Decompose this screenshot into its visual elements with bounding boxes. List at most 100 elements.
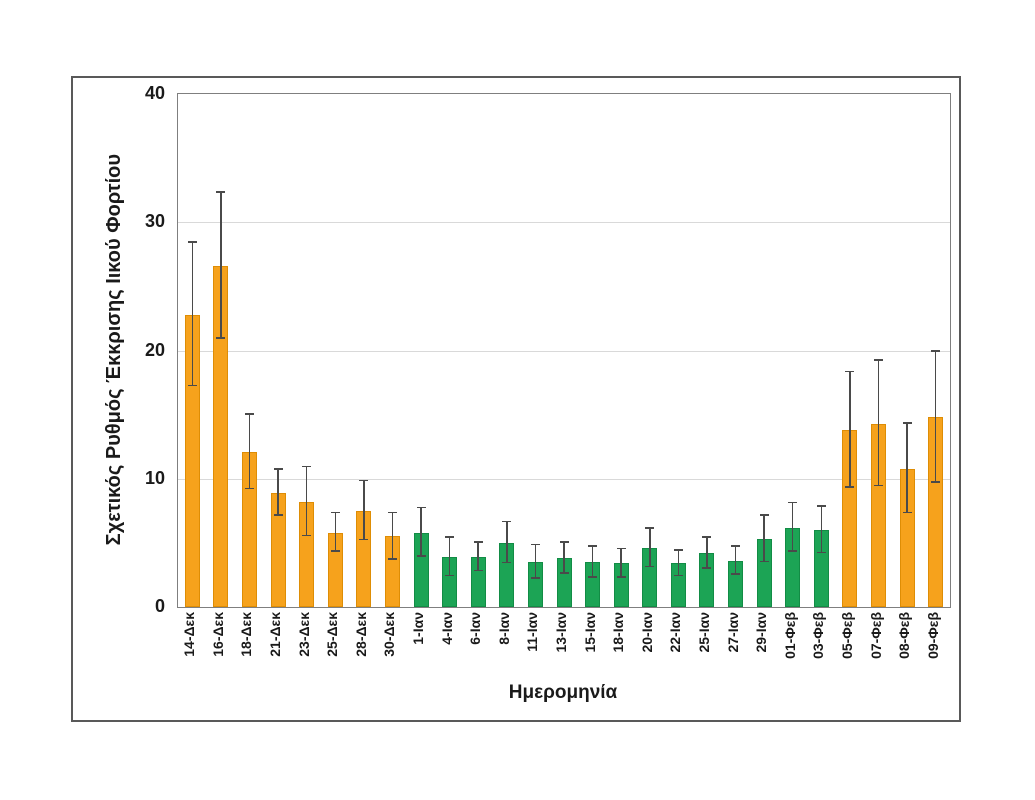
x-tick-label: 08-Φεβ — [896, 612, 913, 659]
x-tick-label: 29-Ιαν — [753, 612, 770, 653]
x-tick-label: 8-Ιαν — [495, 612, 512, 645]
error-bar-cap — [673, 549, 683, 551]
error-bar — [820, 506, 823, 554]
error-bar-cap — [330, 550, 340, 552]
x-tick-label: 1-Ιαν — [410, 612, 427, 645]
error-bar — [677, 550, 680, 577]
error-bar-cap — [302, 465, 312, 468]
x-tick-label: 21-Δεκ — [267, 612, 284, 657]
error-bar-cap — [845, 370, 855, 373]
error-bar — [763, 515, 765, 563]
plot-area — [177, 93, 951, 608]
error-bar — [877, 360, 880, 487]
gridline — [178, 222, 950, 224]
x-tick-label: 6-Ιαν — [467, 612, 484, 645]
x-tick-label: 09-Φεβ — [924, 612, 941, 659]
error-bar — [391, 513, 394, 560]
error-bar-cap — [244, 487, 254, 490]
error-bar-cap — [387, 558, 397, 560]
error-bar-cap — [502, 520, 512, 523]
error-bar-cap — [187, 241, 197, 243]
error-bar — [734, 546, 737, 575]
error-bar-cap — [816, 551, 826, 554]
error-bar — [477, 542, 479, 572]
x-tick-label: 23-Δεκ — [295, 612, 312, 657]
x-tick-label: 03-Φεβ — [810, 612, 827, 659]
error-bar — [934, 351, 937, 483]
x-tick-label: 16-Δεκ — [209, 612, 226, 657]
error-bar-cap — [216, 337, 226, 339]
error-bar — [791, 503, 794, 552]
error-bar-cap — [673, 574, 683, 577]
x-tick-label: 20-Ιαν — [638, 612, 655, 653]
error-bar-cap — [359, 479, 369, 482]
error-bar-cap — [302, 534, 312, 537]
error-bar-cap — [902, 511, 912, 514]
error-bar — [277, 469, 279, 516]
error-bar — [534, 545, 537, 579]
error-bar-cap — [588, 545, 598, 547]
error-bar-cap — [330, 511, 340, 514]
error-bar — [248, 414, 251, 490]
error-bar-cap — [616, 576, 626, 578]
error-bar-cap — [645, 527, 655, 529]
error-bar — [334, 513, 336, 552]
error-bar-cap — [588, 576, 598, 578]
error-bar-cap — [874, 359, 884, 361]
error-bar-cap — [788, 550, 798, 552]
error-bar-cap — [502, 561, 512, 564]
x-tick-label: 18-Ιαν — [610, 612, 627, 653]
x-tick-label: 05-Φεβ — [838, 612, 855, 659]
error-bar-cap — [702, 567, 712, 569]
error-bar-cap — [445, 574, 455, 577]
x-tick-label: 25-Δεκ — [324, 612, 341, 657]
error-bar-cap — [759, 560, 769, 563]
error-bar — [706, 537, 708, 569]
error-bar-cap — [816, 505, 826, 507]
error-bar — [849, 372, 851, 488]
error-bar-cap — [244, 413, 254, 415]
x-tick-label: 18-Δεκ — [238, 612, 255, 657]
x-tick-label: 28-Δεκ — [352, 612, 369, 657]
gridline — [178, 350, 950, 352]
x-tick-label: 4-Ιαν — [438, 612, 455, 645]
error-bar-cap — [616, 547, 626, 550]
y-tick-label: 0 — [154, 596, 165, 616]
error-bar-cap — [273, 514, 283, 516]
chart-figure: Σχετικός Ρυθμός Έκκρισης Ιικού Φορτίου 0… — [71, 76, 961, 722]
error-bar-cap — [731, 545, 741, 547]
x-tick-label: 11-Ιαν — [524, 612, 541, 652]
error-bar-cap — [416, 506, 426, 509]
error-bar — [563, 542, 565, 574]
error-bar-cap — [187, 384, 197, 387]
error-bar — [448, 537, 451, 577]
error-bar-cap — [931, 481, 941, 483]
gridline — [178, 478, 950, 480]
x-tick-label: 30-Δεκ — [381, 612, 398, 657]
x-tick-label: 27-Ιαν — [724, 612, 741, 653]
error-bar — [649, 528, 651, 568]
error-bar-cap — [559, 541, 569, 543]
y-tick-label: 30 — [144, 211, 165, 232]
x-tick-label: 22-Ιαν — [667, 612, 684, 653]
error-bar-cap — [902, 422, 912, 424]
x-tick-label: 15-Ιαν — [581, 612, 598, 653]
error-bar — [591, 546, 594, 578]
error-bar — [191, 242, 194, 387]
error-bar-cap — [845, 486, 855, 488]
error-bar — [363, 481, 365, 541]
error-bar — [506, 522, 508, 564]
error-bar — [620, 549, 622, 578]
x-tick-label: 13-Ιαν — [553, 612, 569, 653]
error-bar-cap — [731, 573, 741, 575]
x-tick-label: 01-Φεβ — [781, 612, 798, 659]
error-bar — [420, 508, 422, 557]
error-bar-cap — [216, 191, 226, 193]
y-tick-label: 40 — [144, 83, 165, 103]
error-bar-cap — [874, 484, 884, 487]
x-tick-label: 25-Ιαν — [695, 612, 712, 653]
error-bar-cap — [273, 468, 283, 470]
error-bar-cap — [473, 569, 483, 572]
error-bar-cap — [473, 541, 483, 543]
